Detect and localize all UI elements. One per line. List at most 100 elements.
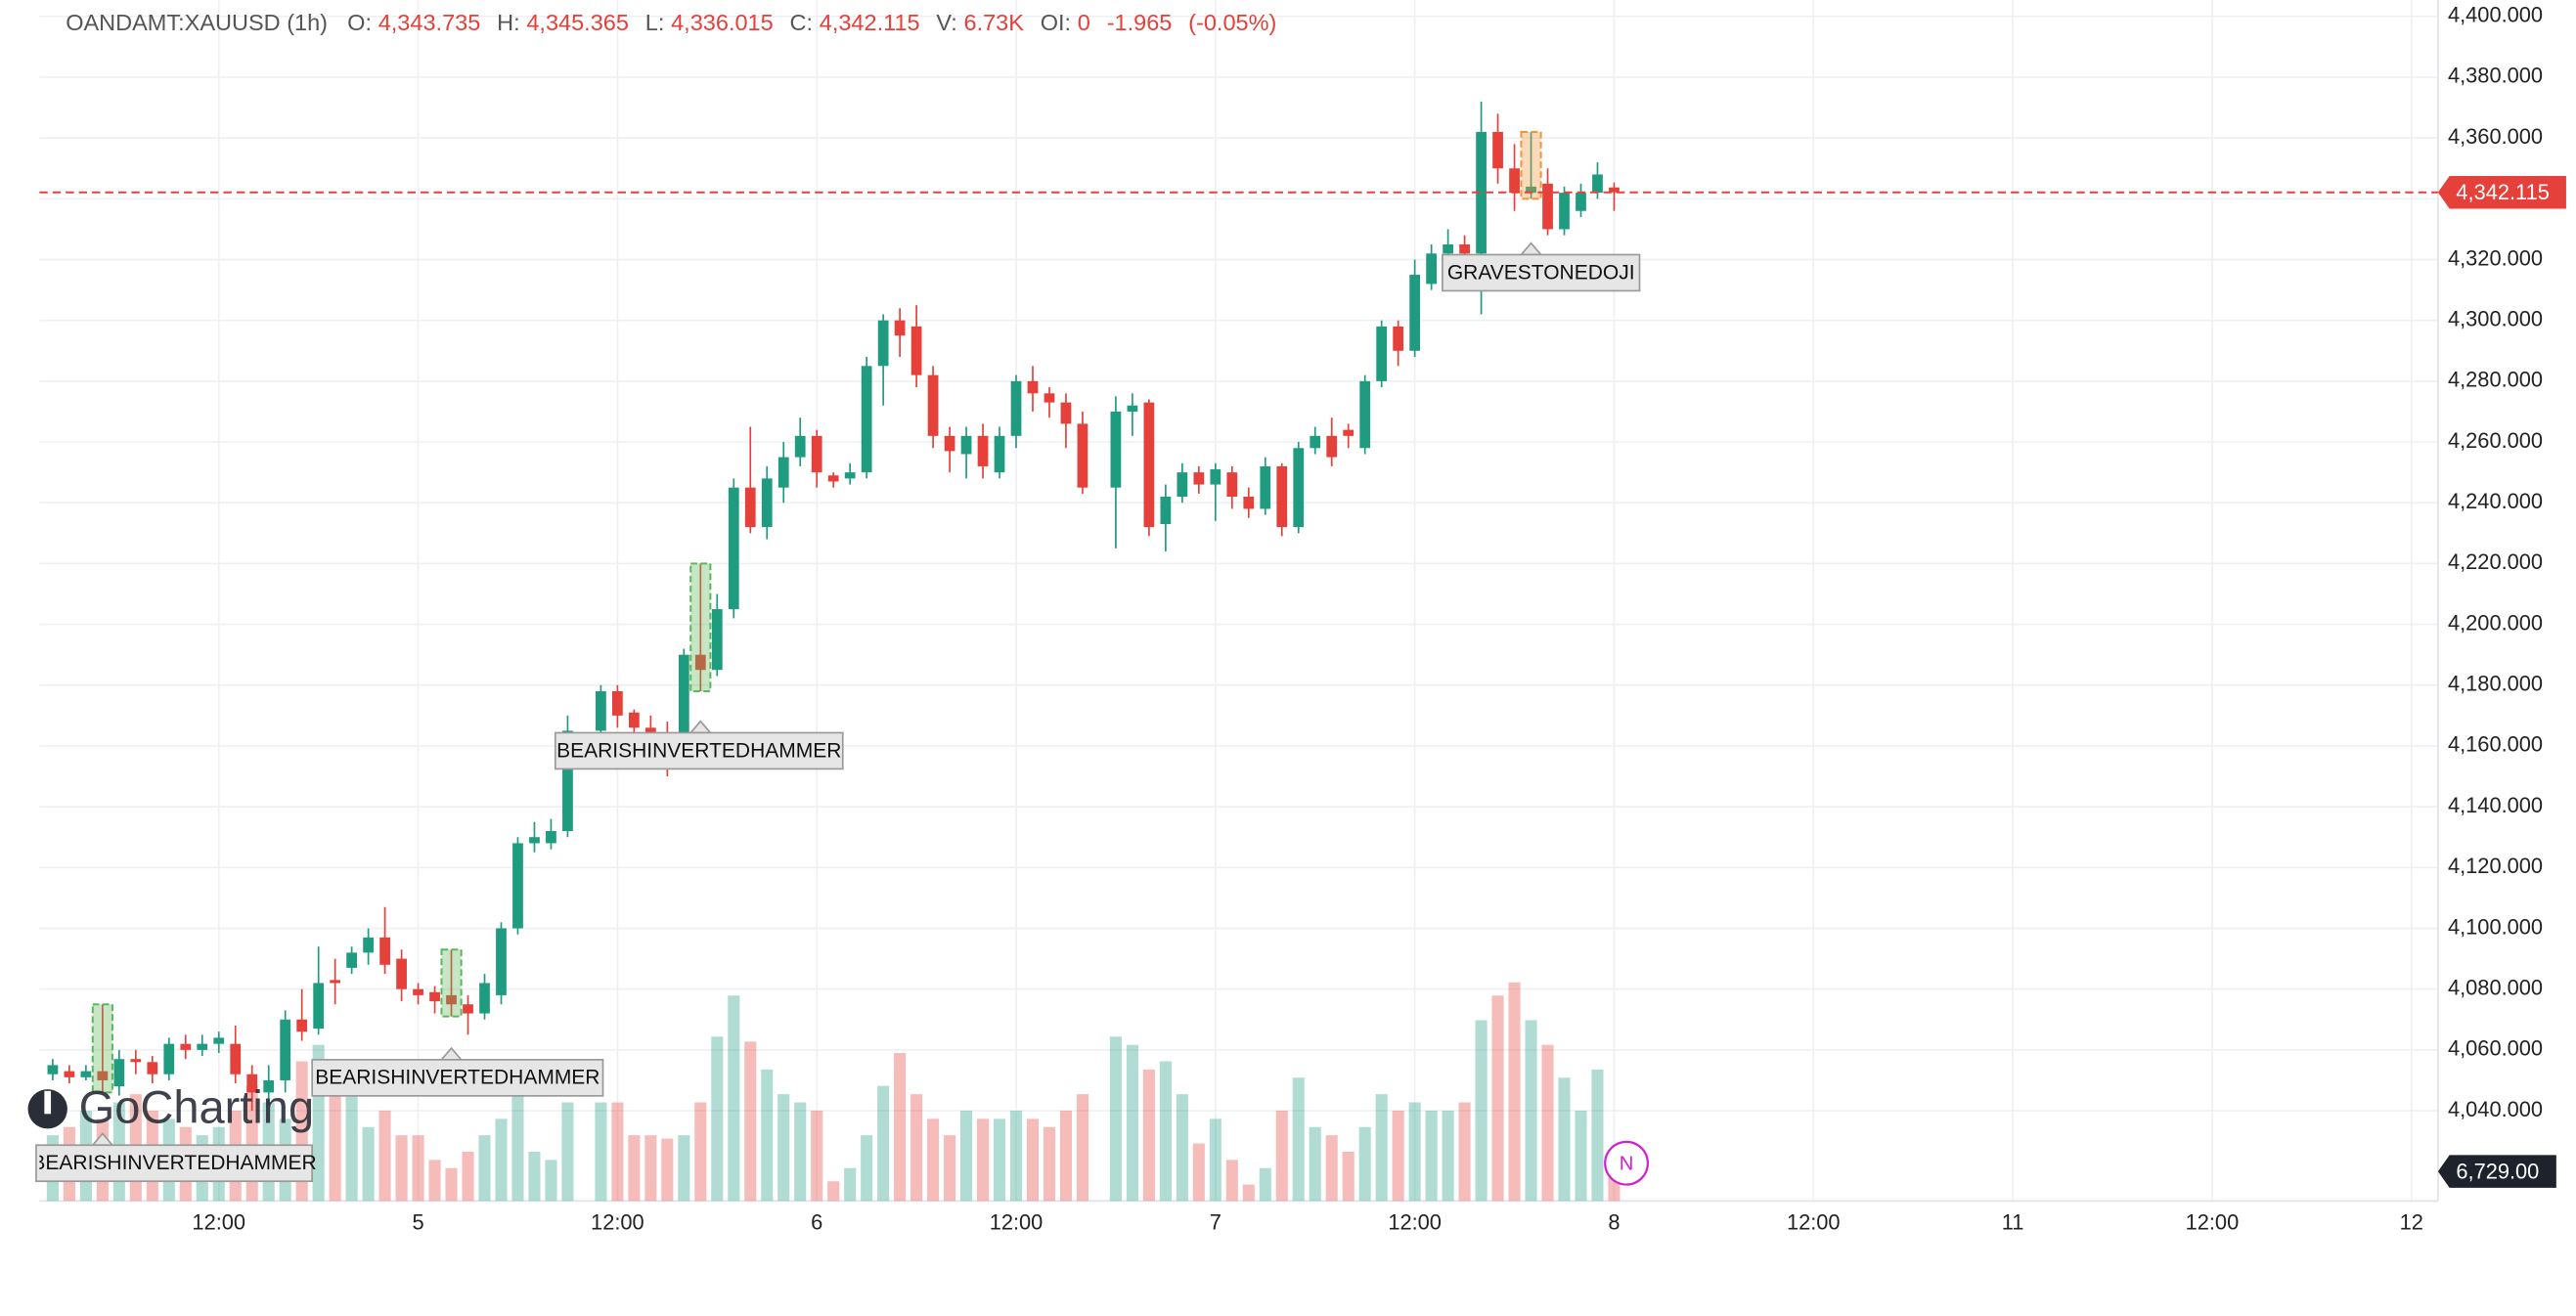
y-tick-label: 4,380.000 (2448, 64, 2543, 88)
y-tick-label: 4,280.000 (2448, 368, 2543, 392)
pattern-highlight (440, 948, 463, 1018)
volume-bar (1142, 1069, 1155, 1202)
candle-body (1359, 380, 1371, 449)
candle-body (446, 994, 457, 1005)
volume-bar (595, 1102, 607, 1202)
candle-body (1260, 465, 1271, 509)
volume-bar (329, 1085, 341, 1202)
x-tick-label: 6 (811, 1210, 822, 1235)
candle-body (694, 654, 706, 671)
candle-body (1226, 472, 1238, 498)
candle-body (1010, 380, 1022, 436)
volume-bar (1558, 1077, 1571, 1202)
pattern-highlight (91, 1003, 113, 1094)
candle-body (263, 1079, 275, 1093)
pattern-highlight (689, 562, 712, 692)
volume-bar (811, 1110, 823, 1202)
candle-body (313, 983, 325, 1030)
overlay: BEARISHINVERTEDHAMMER BEARISHINVERTEDHAMM… (27, 130, 2566, 1188)
volume-bar (345, 1069, 358, 1202)
volume-bar (545, 1160, 557, 1202)
volume-bar (1392, 1110, 1404, 1202)
candle-body (777, 457, 789, 488)
x-tick-label: 12:00 (990, 1210, 1044, 1235)
callout-box (35, 1144, 314, 1183)
candle-body (1609, 187, 1620, 193)
y-tick-label: 4,360.000 (2448, 124, 2543, 149)
candle-body (280, 1019, 291, 1080)
candle-body (1193, 472, 1205, 485)
x-tick-label: 12 (2400, 1210, 2423, 1235)
volume-bar (611, 1102, 624, 1202)
volume-bar (1275, 1110, 1288, 1202)
candle-body (1509, 168, 1520, 194)
field-label: O: (347, 10, 372, 35)
volume-bar (993, 1119, 1006, 1202)
candle-body (977, 435, 989, 466)
volume-bar (944, 1135, 956, 1202)
volume-bar (1458, 1102, 1471, 1202)
candle-body (728, 487, 739, 610)
field-value: 6.73K (963, 10, 1024, 35)
candle-body (1210, 469, 1221, 485)
candle-body (213, 1037, 225, 1044)
candle-body (1343, 429, 1355, 436)
last-price-tag (2437, 175, 2566, 209)
volume-bar (462, 1151, 474, 1202)
candle-body (910, 326, 922, 375)
candle-body (994, 435, 1005, 473)
x-tick-label: 12:00 (1388, 1210, 1442, 1235)
candle-body (1443, 243, 1453, 254)
candle-body (97, 1071, 109, 1080)
volume-bar (894, 1053, 907, 1202)
volume-bar (1026, 1119, 1040, 1202)
y-tick-label: 4,400.000 (2448, 3, 2543, 27)
pattern-highlight (1520, 130, 1542, 200)
volume-bar (1525, 1020, 1537, 1202)
y-tick-label: 4,180.000 (2448, 672, 2543, 696)
candle-body (147, 1062, 158, 1075)
volume-bar (1541, 1044, 1554, 1202)
volume-bar (478, 1135, 491, 1202)
volume-bar (661, 1138, 674, 1202)
candle-body (861, 366, 872, 473)
logo-icon-cut (44, 1090, 52, 1115)
y-tick-label: 4,260.000 (2448, 428, 2543, 453)
volume-bar (445, 1167, 458, 1202)
candle-body (877, 320, 889, 367)
x-tick-label: 12:00 (1787, 1210, 1841, 1235)
y-tick-label: 4,320.000 (2448, 245, 2543, 270)
volume-bar (927, 1119, 940, 1202)
callout-pointer (90, 1132, 114, 1147)
watermark: GoCharting (79, 1080, 314, 1132)
field-value: 0 (1078, 10, 1090, 35)
volume-bar (1242, 1184, 1255, 1202)
candle-body (496, 928, 507, 995)
volume-bar (395, 1135, 408, 1202)
volume-bar (1259, 1167, 1271, 1202)
volume-bar (428, 1160, 441, 1202)
candle-body (1426, 253, 1438, 285)
volume-bar (761, 1069, 774, 1202)
volume-bar (1043, 1126, 1056, 1202)
volume-bar (561, 1102, 574, 1202)
candle-body (197, 1043, 208, 1050)
candle-body (113, 1059, 125, 1087)
candle-body (363, 937, 374, 953)
volume-bar (1225, 1160, 1238, 1202)
callout-text: BEARISHINVERTEDHAMMER (31, 1152, 316, 1174)
y-tick-label: 4,080.000 (2448, 975, 2543, 999)
candle-body (1110, 411, 1122, 488)
x-tick-label: 12:00 (2186, 1210, 2240, 1235)
volume-bar (1575, 1110, 1587, 1202)
field-value: 4,342.115 (820, 10, 920, 35)
candle-body (296, 1019, 308, 1032)
candle-body (960, 435, 972, 455)
field-label: OI: (1041, 10, 1071, 35)
candle-body (429, 991, 440, 1002)
volume-bar (1508, 982, 1521, 1202)
field-value: 4,345.365 (526, 10, 629, 35)
candle-body (1476, 131, 1487, 254)
